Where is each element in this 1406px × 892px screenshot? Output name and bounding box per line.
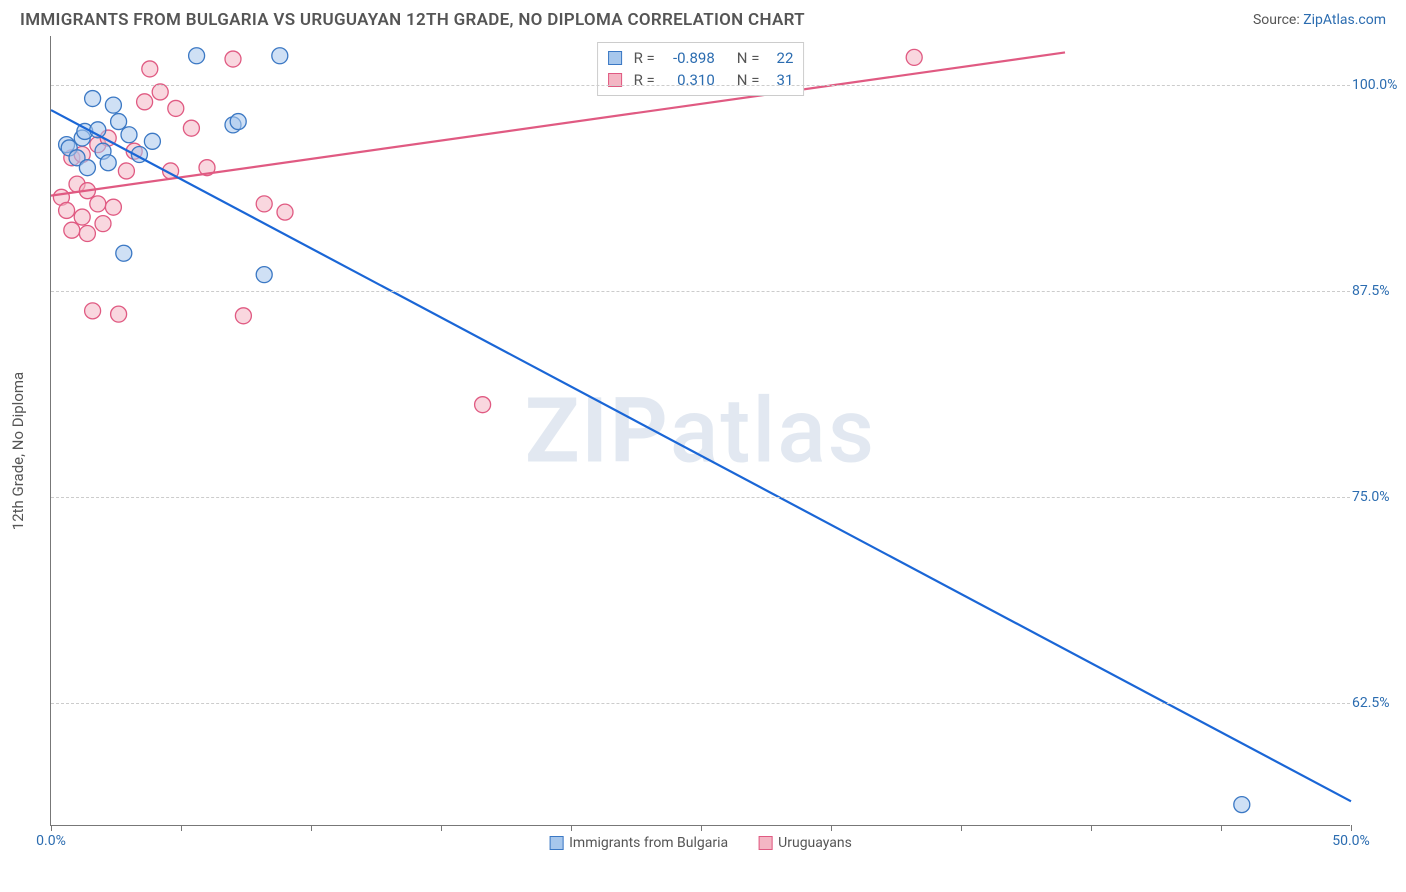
trend-line (51, 52, 1065, 195)
y-tick-label: 87.5% (1352, 283, 1400, 299)
data-point (116, 245, 132, 261)
x-tick (571, 825, 572, 831)
data-point (168, 100, 184, 116)
data-point (225, 51, 241, 67)
legend: Immigrants from Bulgaria Uruguayans (549, 835, 852, 851)
gridline (51, 703, 1350, 704)
svg-layer (51, 36, 1351, 826)
data-point (105, 199, 121, 215)
r-value: -0.898 (661, 49, 715, 67)
correlation-box: R = -0.898 N = 22 R =0.310N =31 (597, 42, 805, 96)
gridline (51, 497, 1350, 498)
data-point (256, 267, 272, 283)
trend-line (51, 110, 1351, 801)
legend-swatch (549, 836, 563, 850)
data-point (64, 222, 80, 238)
n-label: N = (737, 49, 760, 67)
chart-title: IMMIGRANTS FROM BULGARIA VS URUGUAYAN 12… (20, 10, 805, 30)
x-tick-label: 0.0% (36, 833, 66, 849)
data-point (475, 397, 491, 413)
x-tick (1351, 825, 1352, 831)
x-tick (1221, 825, 1222, 831)
y-tick-label: 62.5% (1352, 695, 1400, 711)
data-point (183, 120, 199, 136)
data-point (1234, 797, 1250, 813)
y-tick-label: 75.0% (1352, 489, 1400, 505)
gridline (51, 291, 1350, 292)
data-point (235, 308, 251, 324)
r-label: R = (634, 49, 655, 67)
legend-swatch (758, 836, 772, 850)
data-point (111, 306, 127, 322)
series-swatch (608, 51, 622, 65)
x-tick (701, 825, 702, 831)
chart: 12th Grade, No Diploma ZIPatlas R =-0.89… (0, 36, 1406, 866)
x-tick (831, 825, 832, 831)
data-point (79, 160, 95, 176)
source: Source: ZipAtlas.com (1253, 12, 1386, 28)
x-tick (311, 825, 312, 831)
x-tick (1091, 825, 1092, 831)
source-label: Source: (1253, 12, 1303, 28)
y-tick-label: 100.0% (1352, 77, 1400, 93)
gridline (51, 85, 1350, 86)
data-point (59, 202, 75, 218)
correlation-row: R = -0.898 N = 22 (608, 47, 794, 69)
data-point (95, 216, 111, 232)
x-tick (961, 825, 962, 831)
data-point (189, 48, 205, 64)
legend-label: Immigrants from Bulgaria (569, 835, 728, 851)
data-point (256, 196, 272, 212)
data-point (906, 49, 922, 65)
data-point (100, 155, 116, 171)
n-value: 22 (765, 49, 793, 67)
source-link[interactable]: ZipAtlas.com (1303, 12, 1386, 28)
legend-label: Uruguayans (778, 835, 852, 851)
correlation-row: R =0.310N =31 (608, 69, 794, 91)
data-point (272, 48, 288, 64)
data-point (74, 209, 90, 225)
legend-item: Immigrants from Bulgaria (549, 835, 728, 851)
data-point (90, 196, 106, 212)
data-point (142, 61, 158, 77)
y-axis-title: 12th Grade, No Diploma (9, 372, 27, 530)
data-point (79, 226, 95, 242)
x-tick (181, 825, 182, 831)
data-point (277, 204, 293, 220)
legend-item: Uruguayans (758, 835, 852, 851)
plot-area: ZIPatlas R =-0.898N =22R =0.310N =31 Imm… (50, 36, 1350, 826)
data-point (144, 133, 160, 149)
data-point (85, 91, 101, 107)
header: IMMIGRANTS FROM BULGARIA VS URUGUAYAN 12… (0, 0, 1406, 36)
data-point (137, 94, 153, 110)
x-tick (441, 825, 442, 831)
x-tick-label: 50.0% (1332, 833, 1370, 849)
data-point (121, 127, 137, 143)
data-point (85, 303, 101, 319)
x-tick (51, 825, 52, 831)
data-point (118, 163, 134, 179)
data-point (105, 97, 121, 113)
data-point (111, 114, 127, 130)
data-point (230, 114, 246, 130)
